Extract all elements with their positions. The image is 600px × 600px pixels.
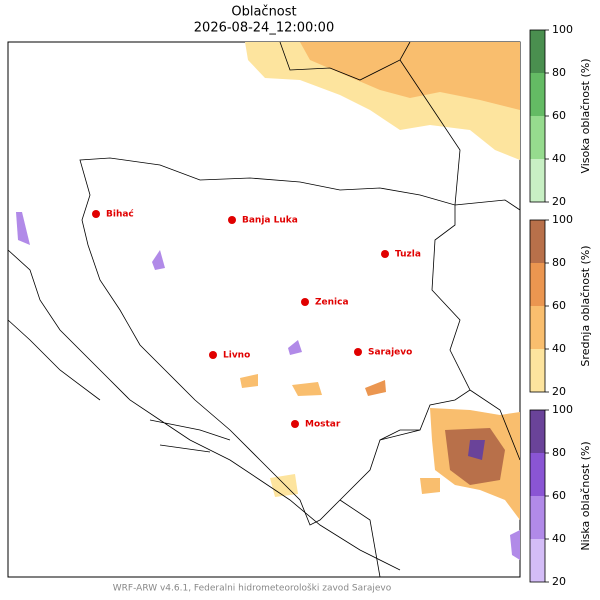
city-marker [354, 348, 362, 356]
colorbar-tick-label: 80 [552, 446, 566, 459]
coastline [7, 249, 401, 571]
colorbar-band [530, 349, 545, 392]
city-marker [301, 298, 309, 306]
colorbar-label: Visoka oblačnost (%) [579, 58, 592, 173]
city-label: Livno [223, 351, 250, 361]
map: Bihać Banja Luka Tuzla Zenica Livno Sarajevo M… [7, 41, 521, 578]
colorbar-band [530, 159, 545, 202]
colorbar-tick-label: 20 [552, 385, 566, 398]
city-label: Tuzla [395, 250, 421, 260]
subtitle: 2026-08-24_12:00:00 [194, 21, 334, 36]
colorbar-band [530, 453, 545, 496]
colorbar-label: Srednja oblačnost (%) [579, 245, 592, 366]
colorbar-tick-label: 60 [552, 299, 566, 312]
city-label: Banja Luka [242, 216, 298, 226]
colorbar-band [530, 116, 545, 159]
colorbar-tick-label: 100 [552, 403, 573, 416]
colorbar-tick-label: 40 [552, 532, 566, 545]
colorbar-band [530, 496, 545, 539]
city-label: Bihać [106, 209, 134, 220]
colorbar-band [530, 306, 545, 349]
city-label: Sarajevo [368, 348, 412, 358]
city-marker [209, 351, 217, 359]
city-marker [228, 216, 236, 224]
city-marker [381, 250, 389, 258]
city-label: Zenica [315, 298, 349, 308]
cloud-areas [16, 42, 520, 560]
colorbar-band [530, 73, 545, 116]
colorbar-tick-label: 60 [552, 489, 566, 502]
colorbar-tick-label: 40 [552, 342, 566, 355]
colorbar-band [530, 30, 545, 73]
colorbar-tick-label: 100 [552, 23, 573, 36]
colorbar-tick-label: 20 [552, 195, 566, 208]
colorbar-tick-label: 40 [552, 152, 566, 165]
colorbar-tick-label: 80 [552, 66, 566, 79]
city-marker [291, 420, 299, 428]
colorbar-label: Niska oblačnost (%) [579, 441, 592, 550]
title: Oblačnost [231, 5, 296, 20]
colorbar-tick-label: 20 [552, 575, 566, 588]
colorbars: 20 40 60 80 100 Visoka oblačnost (%) 20 40 60 80 1… [529, 23, 592, 588]
colorbar-tick-label: 60 [552, 109, 566, 122]
colorbar-band [530, 220, 545, 263]
footer: WRF-ARW v4.6.1, Federalni hidrometeorolo… [113, 583, 392, 594]
colorbar-band [530, 539, 545, 582]
colorbar-band [530, 410, 545, 453]
colorbar-tick-label: 80 [552, 256, 566, 269]
other-borders [279, 41, 521, 578]
city-marker [92, 210, 100, 218]
city-label: Mostar [305, 420, 341, 430]
colorbar-tick-label: 100 [552, 213, 573, 226]
colorbar-band [530, 263, 545, 306]
cities: Bihać Banja Luka Tuzla Zenica Livno Sarajevo M… [92, 209, 421, 430]
